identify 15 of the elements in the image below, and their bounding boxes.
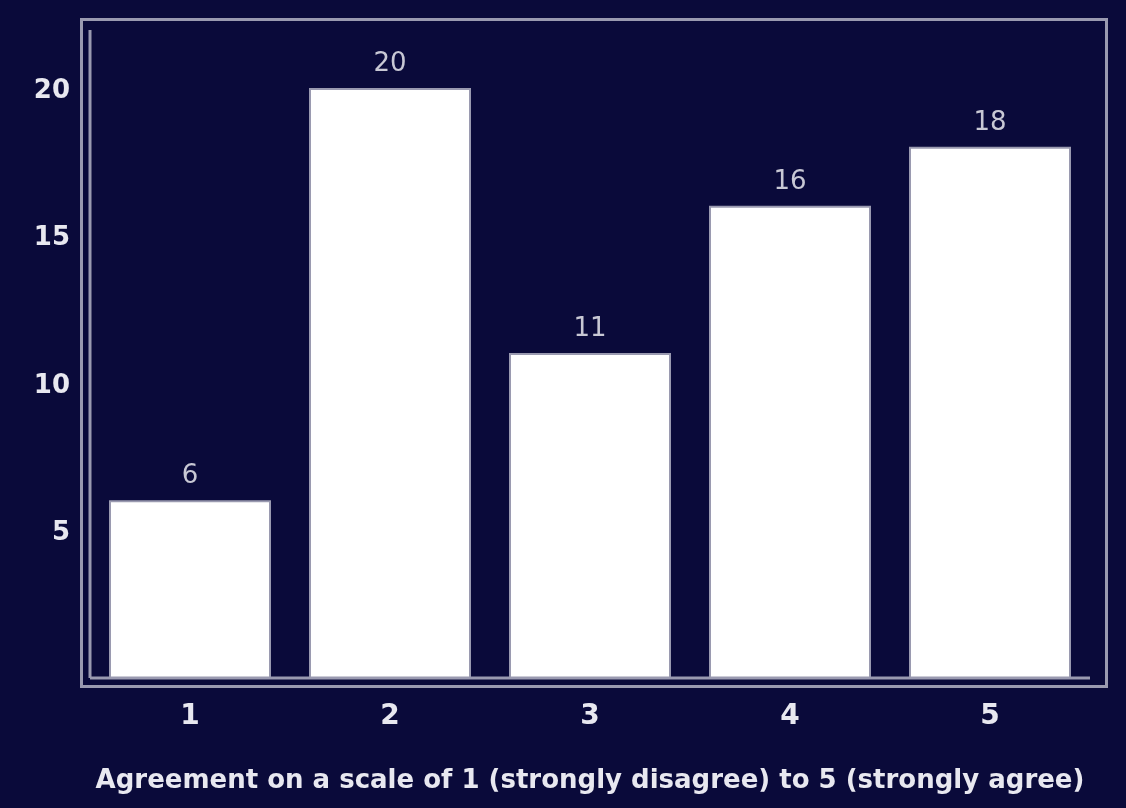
data-label: 18	[973, 105, 1007, 136]
data-label: 16	[773, 164, 807, 195]
x-tick-label: 1	[180, 697, 200, 731]
x-axis-title: Agreement on a scale of 1 (strongly disagree) to 5 (strongly agree)	[95, 764, 1085, 794]
x-tick-label: 2	[380, 697, 400, 731]
y-tick-label: 15	[33, 221, 70, 252]
x-tick-label: 5	[980, 697, 1000, 731]
data-label: 20	[373, 46, 407, 77]
y-tick-label: 5	[51, 515, 70, 546]
y-tick-label: 10	[33, 368, 70, 399]
y-tick-label: 20	[33, 74, 70, 105]
data-label: 6	[181, 459, 199, 490]
data-label: 11	[573, 312, 607, 342]
x-tick-label: 4	[780, 697, 800, 731]
x-tick-label: 3	[580, 697, 600, 731]
